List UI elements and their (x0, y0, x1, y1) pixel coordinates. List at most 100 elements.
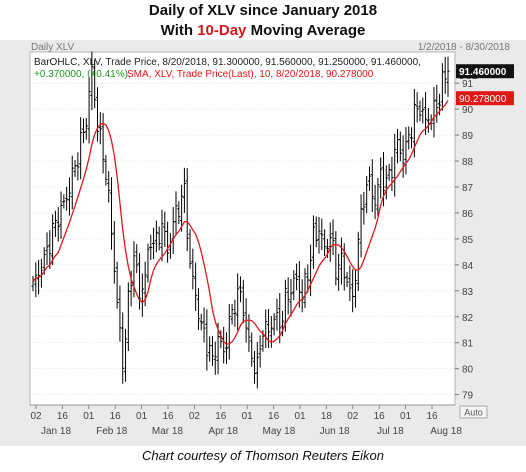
x-day-label: 16 (268, 411, 280, 422)
ohlc-bar (280, 311, 285, 337)
ohlc-bar (149, 234, 153, 261)
ohlc-bar (359, 194, 363, 258)
ohlc-bar (409, 127, 414, 149)
ohlc-bar (165, 221, 170, 263)
ohlc-bar (415, 92, 419, 123)
ohlc-bar (154, 220, 158, 253)
ohlc-bar (384, 165, 388, 200)
sma-line (32, 100, 449, 346)
x-day-label: 02 (189, 411, 201, 422)
ohlc-bar (53, 210, 58, 238)
x-month-label: Feb 18 (96, 426, 128, 437)
ohlc-bar (236, 273, 240, 331)
ohlc-bar (151, 227, 156, 260)
x-day-label: 02 (30, 411, 42, 422)
grid (30, 82, 455, 395)
x-day-label: 01 (83, 411, 95, 422)
ohlc-bar (275, 298, 279, 331)
ohlc-bar (115, 261, 119, 309)
ohlc-bar (348, 265, 352, 302)
ohlc-bar (191, 248, 195, 290)
x-day-label: 16 (215, 411, 227, 422)
ohlc-bar (196, 288, 201, 330)
y-tick-label: 84 (462, 261, 474, 272)
chart-overlay: Daily XLV 1/2/2018 - 8/30/2018 BarOHLC, XL… (31, 42, 514, 419)
x-day-label: 01 (242, 411, 254, 422)
ohlc-bar (390, 156, 394, 191)
subtitle-prefix: With (160, 22, 198, 39)
y-tick-label: 91 (462, 79, 474, 90)
sma-price-tag (456, 91, 514, 106)
ohlc-bar (258, 335, 262, 368)
ohlc-bar (376, 178, 380, 216)
ohlc-bar (188, 229, 192, 269)
ohlc-bar (107, 171, 111, 203)
ohlc-bar (387, 163, 391, 181)
ohlc-bar (250, 332, 254, 367)
ohlc-bar (367, 166, 372, 191)
ohlc-bar (297, 261, 301, 308)
ohlc-bar (339, 237, 344, 285)
ohlc-bar (199, 313, 203, 331)
ohlc-bar (345, 272, 349, 288)
ohlc-bar (418, 100, 422, 122)
ohlc-bar (286, 277, 290, 315)
x-day-label: 16 (57, 411, 69, 422)
ohlc-bar (272, 313, 276, 336)
ohlc-bar (79, 117, 83, 180)
last-price-tag (456, 64, 514, 79)
ohlc-bar (135, 244, 139, 274)
ohlc-bar (104, 155, 108, 186)
x-day-label: 18 (321, 411, 333, 422)
ohlc-bar (432, 87, 436, 138)
y-tick-label: 80 (462, 365, 474, 376)
ohlc-bar (93, 59, 97, 109)
ohlc-bar (255, 341, 259, 389)
ohlc-bar (109, 177, 114, 250)
ohlc-bar (314, 216, 318, 248)
legend-change: +0.370000, (+0.41%), (34, 69, 131, 80)
x-day-label: 16 (110, 411, 122, 422)
ohlc-bar (90, 51, 94, 111)
auto-scale-button (459, 405, 488, 419)
ohlc-bar (126, 282, 130, 352)
ohlc-bar (67, 177, 72, 216)
x-axis: 02 16 01 16 01 16 02 16 01 16 01 18 02 16 01 16 Jan 18 Fe… (30, 404, 462, 437)
y-tick-label: 85 (462, 235, 474, 246)
date-range-label: 1/2/2018 - 8/30/2018 (418, 42, 511, 53)
ohlc-bar (233, 299, 237, 327)
ohlc-bar (337, 253, 341, 291)
last-price-label: 91.460000 (459, 67, 507, 78)
ohlc-bar (95, 87, 100, 142)
ohlc-bar (34, 262, 38, 298)
chart-title: Daily of XLV since January 2018 (148, 2, 378, 19)
ohlc-bar (230, 303, 234, 325)
y-tick-label: 88 (462, 157, 474, 168)
ohlc-bar (157, 226, 161, 251)
ohlc-bar (202, 307, 206, 343)
ohlc-bar (309, 244, 313, 296)
ohlc-bar (65, 186, 69, 211)
ohlc-bar (446, 56, 450, 97)
ohlc-bars (31, 51, 450, 389)
ohlc-bar (328, 222, 332, 262)
ohlc-bar (334, 231, 338, 286)
legend-ohlc: BarOHLC, XLV, Trade Price, 8/20/2018, 91… (34, 57, 421, 68)
ohlc-bar (76, 152, 80, 181)
ohlc-bar (379, 157, 383, 199)
ohlc-bar (331, 219, 335, 255)
sma-price-label: 90.278000 (459, 94, 507, 105)
y-tick-label: 79 (462, 391, 474, 402)
ohlc-bar (443, 56, 447, 94)
ohlc-bar (401, 135, 405, 178)
ohlc-bar (362, 191, 366, 225)
x-month-label: Mar 18 (152, 426, 184, 437)
ohlc-bar (51, 214, 55, 265)
subtitle-suffix: Moving Average (246, 22, 366, 39)
ohlc-bar (87, 76, 91, 144)
y-tick-label: 87 (462, 183, 474, 194)
ohlc-bar (180, 184, 184, 232)
x-day-label: 01 (400, 411, 412, 422)
x-month-label: Jul 18 (377, 426, 404, 437)
